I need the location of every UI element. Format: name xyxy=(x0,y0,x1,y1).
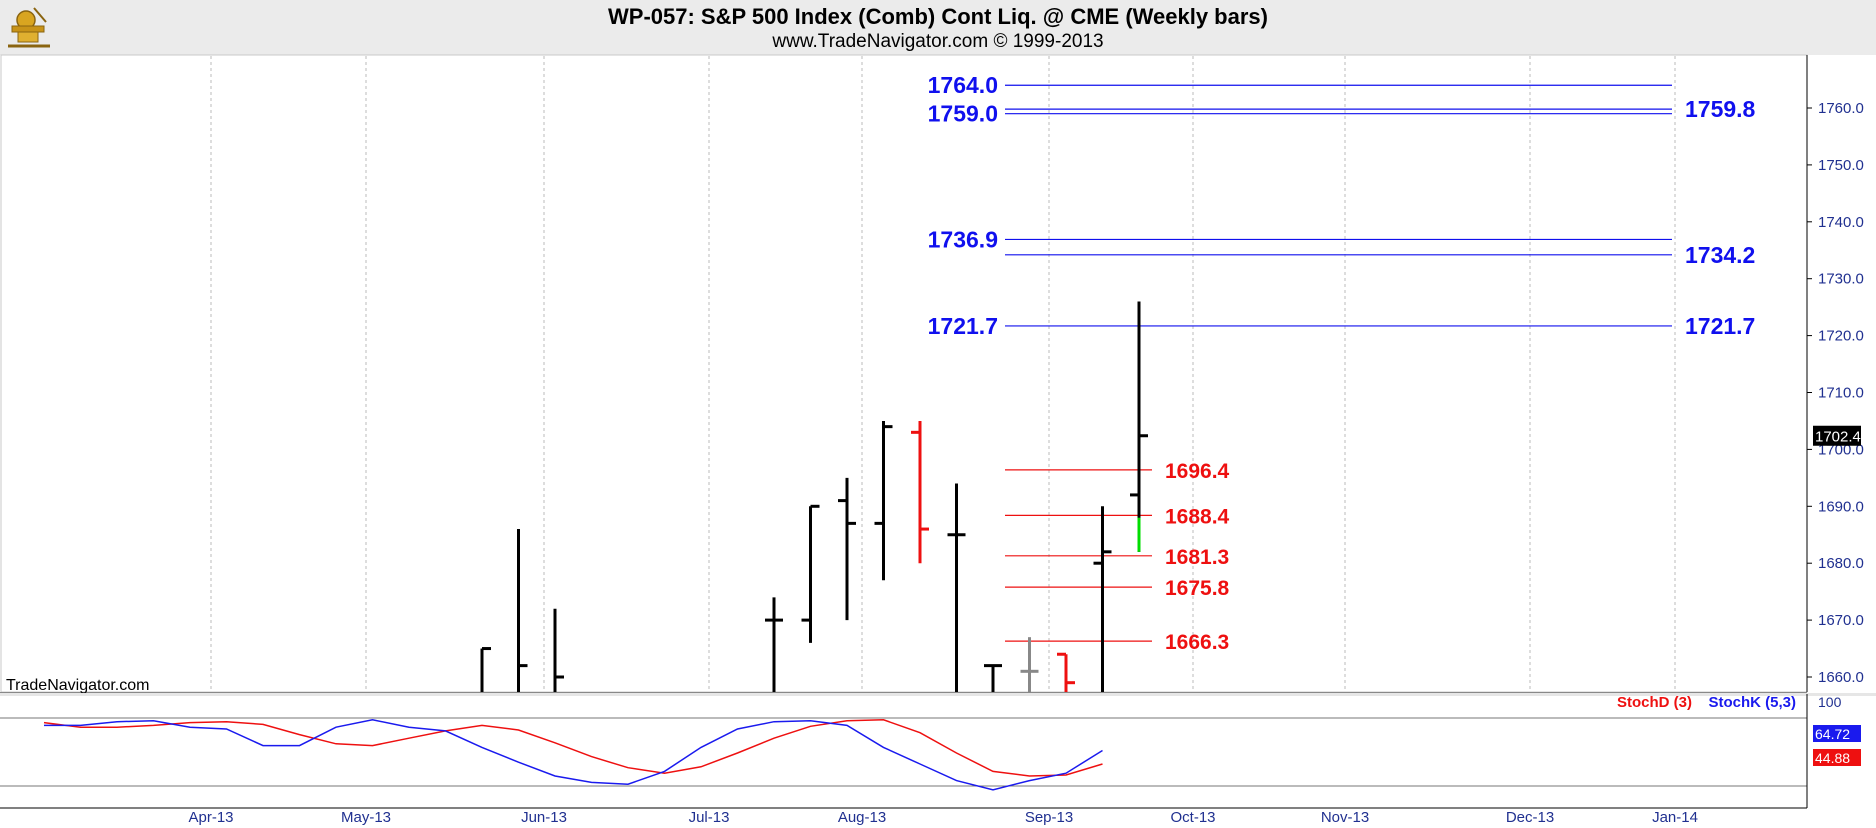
blue-level-label: 1736.9 xyxy=(928,226,998,252)
x-tick-label: Aug-13 xyxy=(838,809,886,826)
date-axis: Apr-13 May-13 Jun-13 Jul-13 Aug-13 Sep-13 Oct-… xyxy=(188,809,1697,826)
red-level-label: 1696.4 xyxy=(1165,460,1230,483)
blue-level-label: 1721.7 xyxy=(928,313,998,339)
x-tick-label: Jul-13 xyxy=(689,809,730,826)
red-level-label: 1666.3 xyxy=(1165,631,1229,654)
chart-header xyxy=(0,0,1876,55)
stochastic-panel: 100 StochD (3) StochK (5,3) 64.72 44.88 xyxy=(0,694,1861,809)
y-tick-label: 1740.0 xyxy=(1818,214,1864,231)
blue-level-label: 1721.7 xyxy=(1685,313,1755,339)
price-levels: 1764.0 1759.8 1759.0 1736.9 1734.2 1721.7 1721… xyxy=(928,72,1756,654)
y-tick-label: 1670.0 xyxy=(1818,612,1864,629)
last-price-label: 1702.4 xyxy=(1815,429,1861,446)
blue-level-label: 1734.2 xyxy=(1685,242,1755,268)
x-tick-label: Jun-13 xyxy=(521,809,567,826)
stoch-d-legend: StochD (3) xyxy=(1617,694,1692,711)
stoch-k-legend: StochK (5,3) xyxy=(1708,694,1796,711)
x-tick-label: May-13 xyxy=(341,809,391,826)
gridlines xyxy=(210,56,1676,805)
blue-level-label: 1759.0 xyxy=(928,101,998,127)
y-tick-label: 1690.0 xyxy=(1818,498,1864,515)
y-tick-label: 1710.0 xyxy=(1818,385,1864,402)
y-tick-label: 1760.0 xyxy=(1818,100,1864,117)
stoch-k-value: 64.72 xyxy=(1815,726,1850,742)
price-bars xyxy=(480,301,1148,695)
last-price-box xyxy=(1813,425,1861,446)
stoch-k-line xyxy=(44,719,1103,791)
stoch-k-value-box xyxy=(1813,725,1861,742)
trade-navigator-logo xyxy=(8,7,50,48)
blue-level-label: 1764.0 xyxy=(928,72,998,98)
y-tick-label: 1720.0 xyxy=(1818,328,1864,345)
x-tick-label: Dec-13 xyxy=(1506,809,1554,826)
red-level-label: 1688.4 xyxy=(1165,505,1230,528)
chart-subtitle: www.TradeNavigator.com © 1999-2013 xyxy=(772,31,1104,52)
stoch-d-line xyxy=(43,719,1103,777)
y-tick-label: 1680.0 xyxy=(1818,555,1864,572)
stoch-d-value-box xyxy=(1813,749,1861,766)
watermark: TradeNavigator.com xyxy=(6,677,149,694)
x-tick-label: Oct-13 xyxy=(1170,809,1215,826)
stoch-top-tick: 100 xyxy=(1818,694,1842,710)
stoch-d-value: 44.88 xyxy=(1815,750,1850,766)
y-tick-label: 1660.0 xyxy=(1818,669,1864,686)
red-level-label: 1675.8 xyxy=(1165,577,1230,600)
blue-level-label: 1759.8 xyxy=(1685,96,1756,122)
x-tick-label: Sep-13 xyxy=(1025,809,1073,826)
red-level-label: 1681.3 xyxy=(1165,546,1229,569)
y-tick-label: 1750.0 xyxy=(1818,157,1864,174)
x-tick-label: Jan-14 xyxy=(1652,809,1698,826)
price-panel-border xyxy=(0,54,1808,693)
chart-title: WP-057: S&P 500 Index (Comb) Cont Liq. @… xyxy=(608,4,1268,29)
x-tick-label: Apr-13 xyxy=(188,809,233,826)
y-tick-label: 1730.0 xyxy=(1818,271,1864,288)
x-tick-label: Nov-13 xyxy=(1321,809,1369,826)
price-axis: 1760.01750.01740.01730.01720.01710.01700… xyxy=(1806,55,1864,692)
